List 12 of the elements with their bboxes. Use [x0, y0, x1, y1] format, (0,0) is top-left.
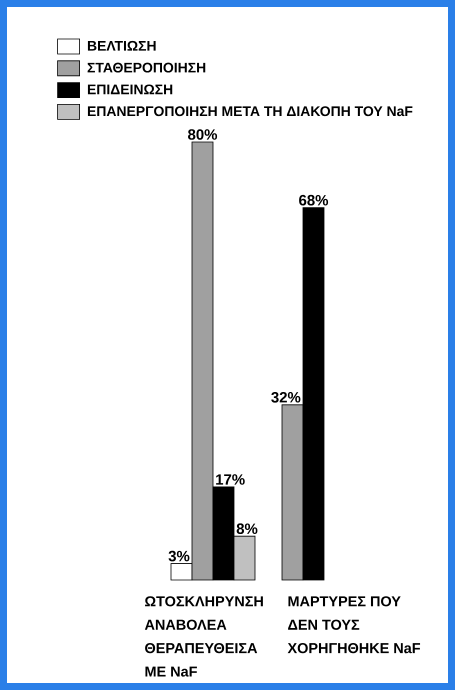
x-tick-label: ΩΤΟΣΚΛΗΡΥΝΣΗ ΑΝΑΒΟΛΕΑ ΘΕΡΑΠΕΥΘΕΙΣΑ ΜΕ NaF: [144, 596, 263, 677]
data-label: 68%: [299, 194, 328, 206]
legend-label: ΕΠΑΝΕΡΓΟΠΟΙΗΣΗ ΜΕΤΑ ΤΗ ΔΙΑΚΟΠΗ ΤΟΥ NaF: [88, 106, 412, 116]
legend-label: ΣΤΑΘΕΡΟΠΟΙΗΣΗ: [88, 62, 206, 73]
data-label: 3%: [168, 550, 190, 562]
data-label: 80%: [188, 129, 218, 140]
data-label: 32%: [271, 392, 300, 403]
x-tick-label: ΜΑΡΤΥΡΕΣ ΠΟΥ ΔΕΝ ΤΟΥΣ ΧΟΡΗΓΗΘΗΚΕ NaF: [288, 596, 420, 654]
legend-label: ΕΠΙΔΕΙΝΩΣΗ: [88, 84, 172, 94]
data-label: 8%: [236, 523, 258, 534]
legend-label: ΒΕΛΤΙΩΣΗ: [88, 40, 156, 51]
data-label: 17%: [216, 474, 245, 485]
